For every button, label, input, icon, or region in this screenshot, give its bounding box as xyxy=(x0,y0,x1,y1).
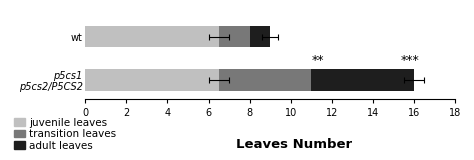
Text: ***: *** xyxy=(401,54,419,67)
Bar xyxy=(250,26,270,47)
Bar xyxy=(219,26,250,47)
Text: Leaves Number: Leaves Number xyxy=(236,137,352,151)
Bar xyxy=(85,26,219,47)
Legend: juvenile leaves, transition leaves, adult leaves: juvenile leaves, transition leaves, adul… xyxy=(10,113,120,155)
Bar xyxy=(219,69,311,91)
Text: **: ** xyxy=(311,54,324,67)
Bar xyxy=(85,69,219,91)
Bar xyxy=(311,69,414,91)
